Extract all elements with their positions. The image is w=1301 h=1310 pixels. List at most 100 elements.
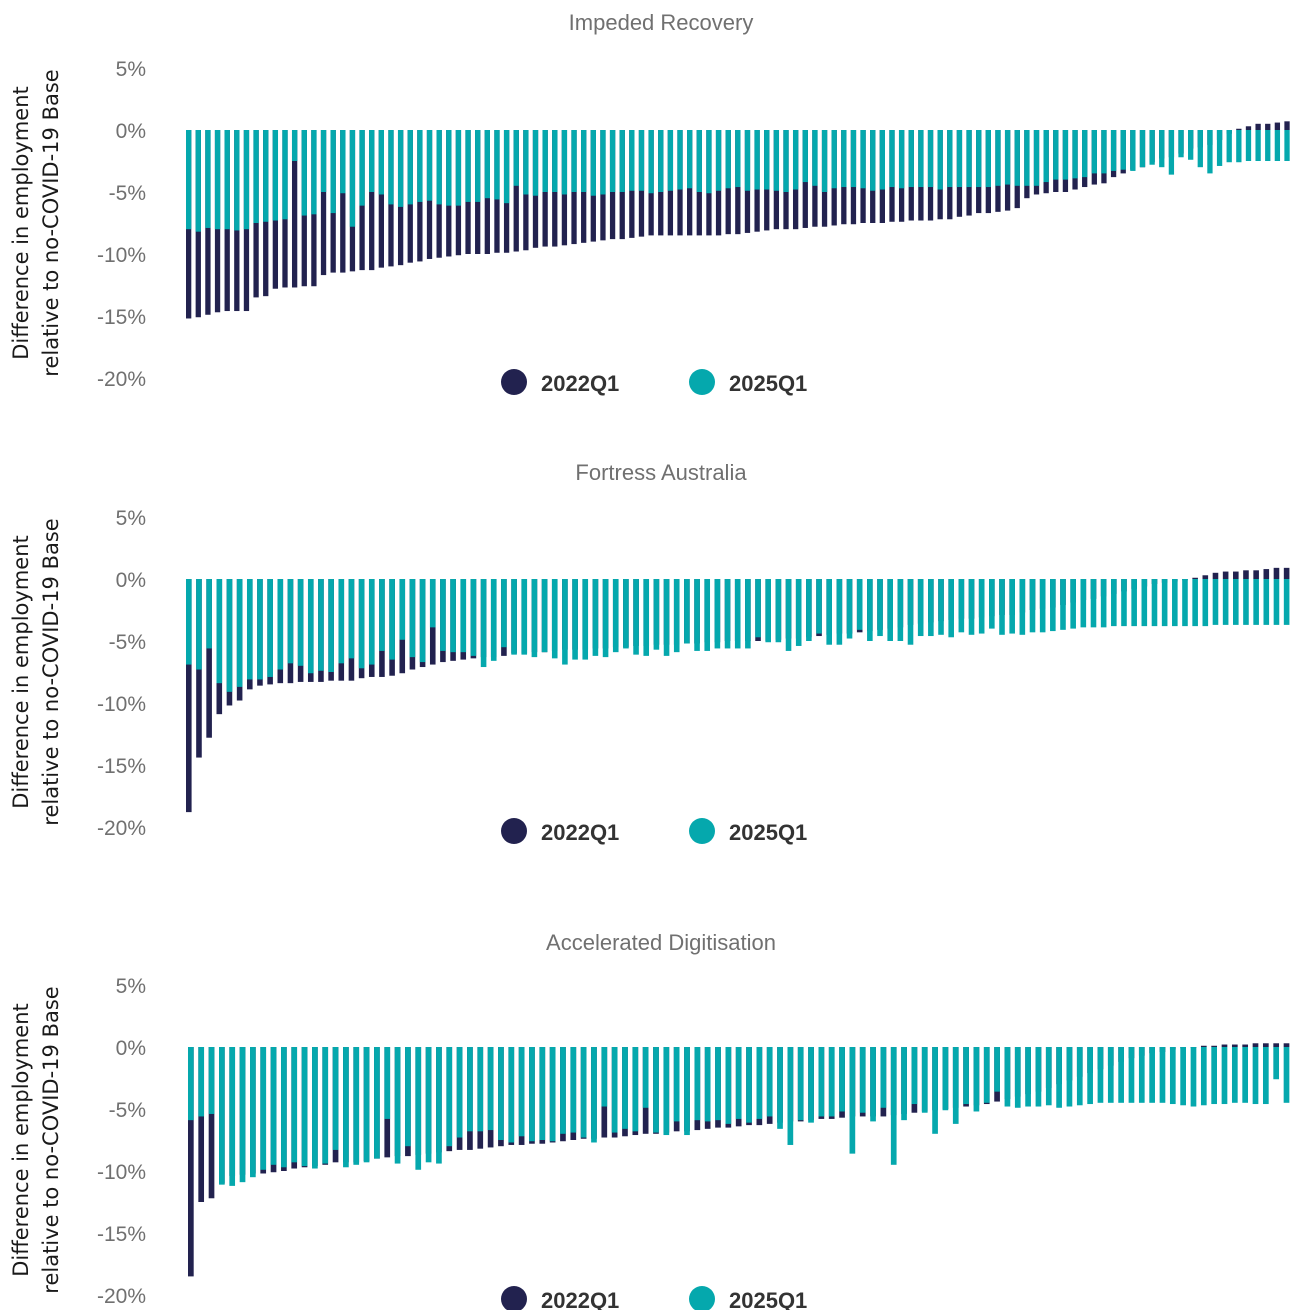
bar-2025q1	[1101, 130, 1107, 174]
bar-2025q1	[633, 579, 639, 655]
chart-title: Accelerated Digitisation	[546, 930, 776, 955]
y-axis-label-line2: relative to no-COVID-19 Base	[39, 69, 63, 376]
bar-2022q1	[291, 130, 298, 288]
bar-2025q1	[374, 1047, 380, 1159]
bar-2022q1	[369, 130, 375, 271]
bar-2025q1	[714, 579, 721, 649]
bar-2025q1	[198, 1047, 205, 1117]
bar-2025q1	[932, 1047, 938, 1134]
bar-2025q1	[348, 579, 355, 659]
bar-2022q1	[1265, 123, 1271, 130]
bar-2025q1	[1019, 579, 1026, 635]
bar-2025q1	[379, 579, 385, 651]
bar-2022q1	[1274, 122, 1281, 130]
bar-2025q1	[1159, 1047, 1166, 1103]
bar-2025q1	[490, 579, 497, 661]
bar-2025q1	[1169, 1047, 1176, 1105]
y-axis-label-line2: relative to no-COVID-19 Base	[39, 518, 63, 825]
bar-2025q1	[611, 1047, 618, 1133]
bar-2025q1	[989, 579, 995, 629]
bar-2025q1	[754, 130, 760, 190]
chart-panel-2: Fortress Australia 5% 0% -5% -10% -15% -20% Dif…	[9, 460, 1290, 845]
bar-2025q1	[994, 1047, 1000, 1092]
bar-2022q1	[1211, 1045, 1217, 1047]
bar-2025q1	[394, 1047, 401, 1164]
bar-2025q1	[846, 579, 853, 639]
bar-2025q1	[1226, 130, 1232, 163]
bar-2025q1	[1222, 579, 1229, 625]
bar-2022q1	[1221, 1044, 1228, 1047]
y-tick-label: -20%	[97, 368, 146, 391]
bar-2025q1	[521, 579, 528, 655]
bar-2025q1	[744, 130, 751, 191]
bar-2025q1	[908, 130, 914, 188]
legend-marker-2025q1	[689, 818, 715, 844]
bar-2025q1	[1097, 1047, 1104, 1103]
bar-2025q1	[839, 1047, 845, 1112]
bar-2025q1	[1120, 130, 1126, 170]
bar-2025q1	[724, 579, 731, 649]
y-tick-label: -5%	[109, 1099, 146, 1122]
bar-2025q1	[928, 579, 934, 637]
bar-2025q1	[582, 579, 589, 660]
bar-2025q1	[216, 579, 223, 684]
bar-2025q1	[1265, 130, 1271, 161]
bar-2025q1	[642, 1047, 649, 1108]
bar-2022q1	[1283, 567, 1290, 579]
bar-2025q1	[1233, 579, 1239, 625]
bar-2025q1	[818, 1047, 825, 1117]
y-tick-label: -10%	[97, 693, 146, 716]
y-axis-label-line2: relative to no-COVID-19 Base	[39, 986, 63, 1293]
bar-2025q1	[629, 130, 635, 191]
bar-2025q1	[797, 1047, 804, 1121]
bar-2025q1	[1255, 130, 1261, 161]
bar-2025q1	[1076, 1047, 1083, 1106]
bar-2025q1	[277, 579, 284, 670]
bar-2022q1	[206, 579, 212, 738]
bar-2025q1	[592, 579, 599, 656]
bar-2025q1	[715, 1047, 721, 1121]
bar-2025q1	[291, 130, 298, 161]
bar-2022q1	[1262, 1043, 1269, 1047]
bar-2025q1	[503, 130, 510, 204]
bar-2025q1	[995, 130, 1001, 186]
bar-2025q1	[467, 1047, 473, 1132]
bar-2025q1	[236, 579, 243, 687]
bar-2025q1	[229, 1047, 236, 1186]
bar-2025q1	[1100, 579, 1107, 628]
bar-2025q1	[1273, 579, 1280, 625]
bar-2025q1	[206, 579, 212, 649]
bar-2025q1	[1087, 1047, 1093, 1105]
bar-2025q1	[826, 579, 832, 645]
bar-2025q1	[879, 130, 885, 190]
bar-2025q1	[1004, 130, 1011, 185]
bar-2025q1	[1072, 130, 1078, 179]
bar-2025q1	[243, 130, 250, 230]
bar-2022q1	[1263, 569, 1270, 579]
bar-2025q1	[684, 579, 690, 644]
bar-2025q1	[1110, 130, 1117, 171]
bar-2025q1	[1138, 1047, 1145, 1103]
bar-2025q1	[415, 1047, 422, 1170]
bar-2025q1	[532, 130, 539, 196]
bar-2025q1	[673, 1047, 680, 1122]
bar-2022q1	[1233, 571, 1239, 579]
bar-2025q1	[1221, 1047, 1228, 1105]
bar-2025q1	[205, 130, 211, 228]
bar-2025q1	[224, 130, 230, 230]
bar-2022q1	[198, 1047, 205, 1202]
bar-2025q1	[196, 579, 202, 670]
y-tick-label: -20%	[97, 1285, 146, 1308]
bar-2025q1	[1197, 130, 1203, 168]
bar-2025q1	[907, 579, 914, 645]
bar-2025q1	[318, 579, 324, 671]
bar-2025q1	[921, 1047, 928, 1113]
bar-2025q1	[389, 579, 395, 660]
bar-2025q1	[287, 579, 294, 664]
bar-2025q1	[551, 579, 558, 659]
bar-2025q1	[301, 130, 307, 216]
bar-2022q1	[1200, 1045, 1207, 1047]
bar-2025q1	[897, 579, 904, 641]
bar-2025q1	[1274, 130, 1281, 161]
bar-2025q1	[307, 579, 314, 674]
